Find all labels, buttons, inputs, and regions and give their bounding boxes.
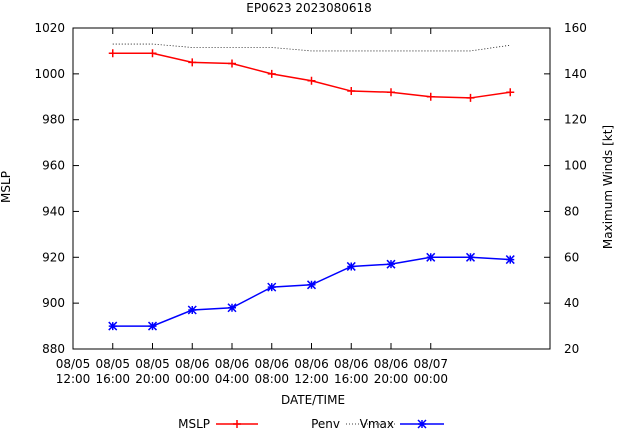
x-tick-label-date: 08/07 xyxy=(413,357,448,371)
data-point-vmax xyxy=(386,259,396,269)
x-tick-label-date: 08/05 xyxy=(56,357,91,371)
data-point-vmax xyxy=(227,303,237,313)
x-tick-label-time: 20:00 xyxy=(374,372,409,386)
x-tick-label-time: 00:00 xyxy=(175,372,210,386)
x-tick-label-date: 08/06 xyxy=(215,357,250,371)
x-tick-label-time: 04:00 xyxy=(215,372,250,386)
data-point-mslp xyxy=(347,87,356,96)
x-tick-label-time: 16:00 xyxy=(334,372,369,386)
y-left-tick-label: 900 xyxy=(42,296,65,310)
data-point-vmax xyxy=(108,321,118,331)
series-mslp xyxy=(108,49,515,102)
x-tick-label-date: 08/05 xyxy=(95,357,130,371)
data-point-vmax xyxy=(505,255,515,265)
y-right-tick-label: 60 xyxy=(564,250,579,264)
axis-ticks: 880 900 920 940 960 980 1000 1020 20 40 60 80 100 120… xyxy=(34,21,586,386)
y-left-tick-label: 980 xyxy=(42,113,65,127)
y-right-tick-label: 40 xyxy=(564,296,579,310)
x-tick-label-time: 20:00 xyxy=(135,372,170,386)
series-penv xyxy=(112,43,511,52)
x-tick-label-time: 08:00 xyxy=(254,372,289,386)
y-axis-label-right: Maximum Winds [kt] xyxy=(601,125,615,249)
data-point-vmax xyxy=(426,252,436,262)
data-point-mslp xyxy=(426,92,435,101)
y-left-tick-label: 940 xyxy=(42,204,65,218)
y-right-tick-label: 80 xyxy=(564,204,579,218)
series-line-vmax xyxy=(112,256,511,327)
x-tick-label-date: 08/06 xyxy=(294,357,329,371)
data-point-mslp xyxy=(466,93,475,102)
legend-label-penv: Penv xyxy=(311,417,340,431)
y-left-tick-label: 1020 xyxy=(34,21,65,35)
x-tick-label-date: 08/06 xyxy=(175,357,210,371)
legend-label-vmax: Vmax xyxy=(360,417,394,431)
data-point-mslp xyxy=(228,59,236,68)
x-tick-label-time: 16:00 xyxy=(95,372,130,386)
legend-label-mslp: MSLP xyxy=(178,417,210,431)
x-tick-label-date: 08/06 xyxy=(254,357,289,371)
data-point-mslp xyxy=(108,49,117,58)
data-point-vmax xyxy=(306,280,317,290)
legend-marker-mslp xyxy=(233,420,241,428)
y-right-tick-label: 20 xyxy=(564,342,579,356)
plot-frame xyxy=(72,27,551,350)
x-tick-label-date: 08/05 xyxy=(135,357,170,371)
data-point-vmax xyxy=(187,305,197,315)
data-point-vmax xyxy=(346,261,356,271)
data-point-mslp xyxy=(387,88,395,97)
data-point-vmax xyxy=(465,252,476,262)
chart-title: EP0623 2023080618 xyxy=(246,1,372,15)
series-line-penv xyxy=(112,43,511,52)
data-point-mslp xyxy=(188,58,197,67)
y-left-tick-label: 880 xyxy=(42,342,65,356)
series-vmax xyxy=(108,252,515,331)
data-point-mslp xyxy=(506,88,515,97)
y-left-tick-label: 920 xyxy=(42,250,65,264)
data-point-vmax xyxy=(147,321,158,331)
y-right-tick-label: 100 xyxy=(564,159,587,173)
legend: MSLP Penv Vmax xyxy=(178,417,444,431)
x-tick-label-time: 12:00 xyxy=(56,372,91,386)
y-right-tick-label: 140 xyxy=(564,67,587,81)
series-line-mslp xyxy=(112,52,511,99)
x-tick-label-date: 08/06 xyxy=(334,357,369,371)
data-point-vmax xyxy=(267,282,277,292)
y-left-tick-label: 1000 xyxy=(34,67,65,81)
data-point-mslp xyxy=(148,49,157,58)
y-axis-label-left: MSLP xyxy=(0,171,13,203)
data-point-mslp xyxy=(307,76,316,85)
legend-marker-vmax xyxy=(417,419,427,429)
x-axis-label: DATE/TIME xyxy=(281,393,345,407)
y-right-tick-label: 160 xyxy=(564,21,587,35)
x-tick-label-time: 12:00 xyxy=(294,372,329,386)
x-tick-label-date: 08/06 xyxy=(374,357,409,371)
x-tick-label-time: 00:00 xyxy=(413,372,448,386)
y-right-tick-label: 120 xyxy=(564,113,587,127)
data-point-mslp xyxy=(267,69,276,78)
y-left-tick-label: 960 xyxy=(42,159,65,173)
series-layer xyxy=(108,43,515,331)
